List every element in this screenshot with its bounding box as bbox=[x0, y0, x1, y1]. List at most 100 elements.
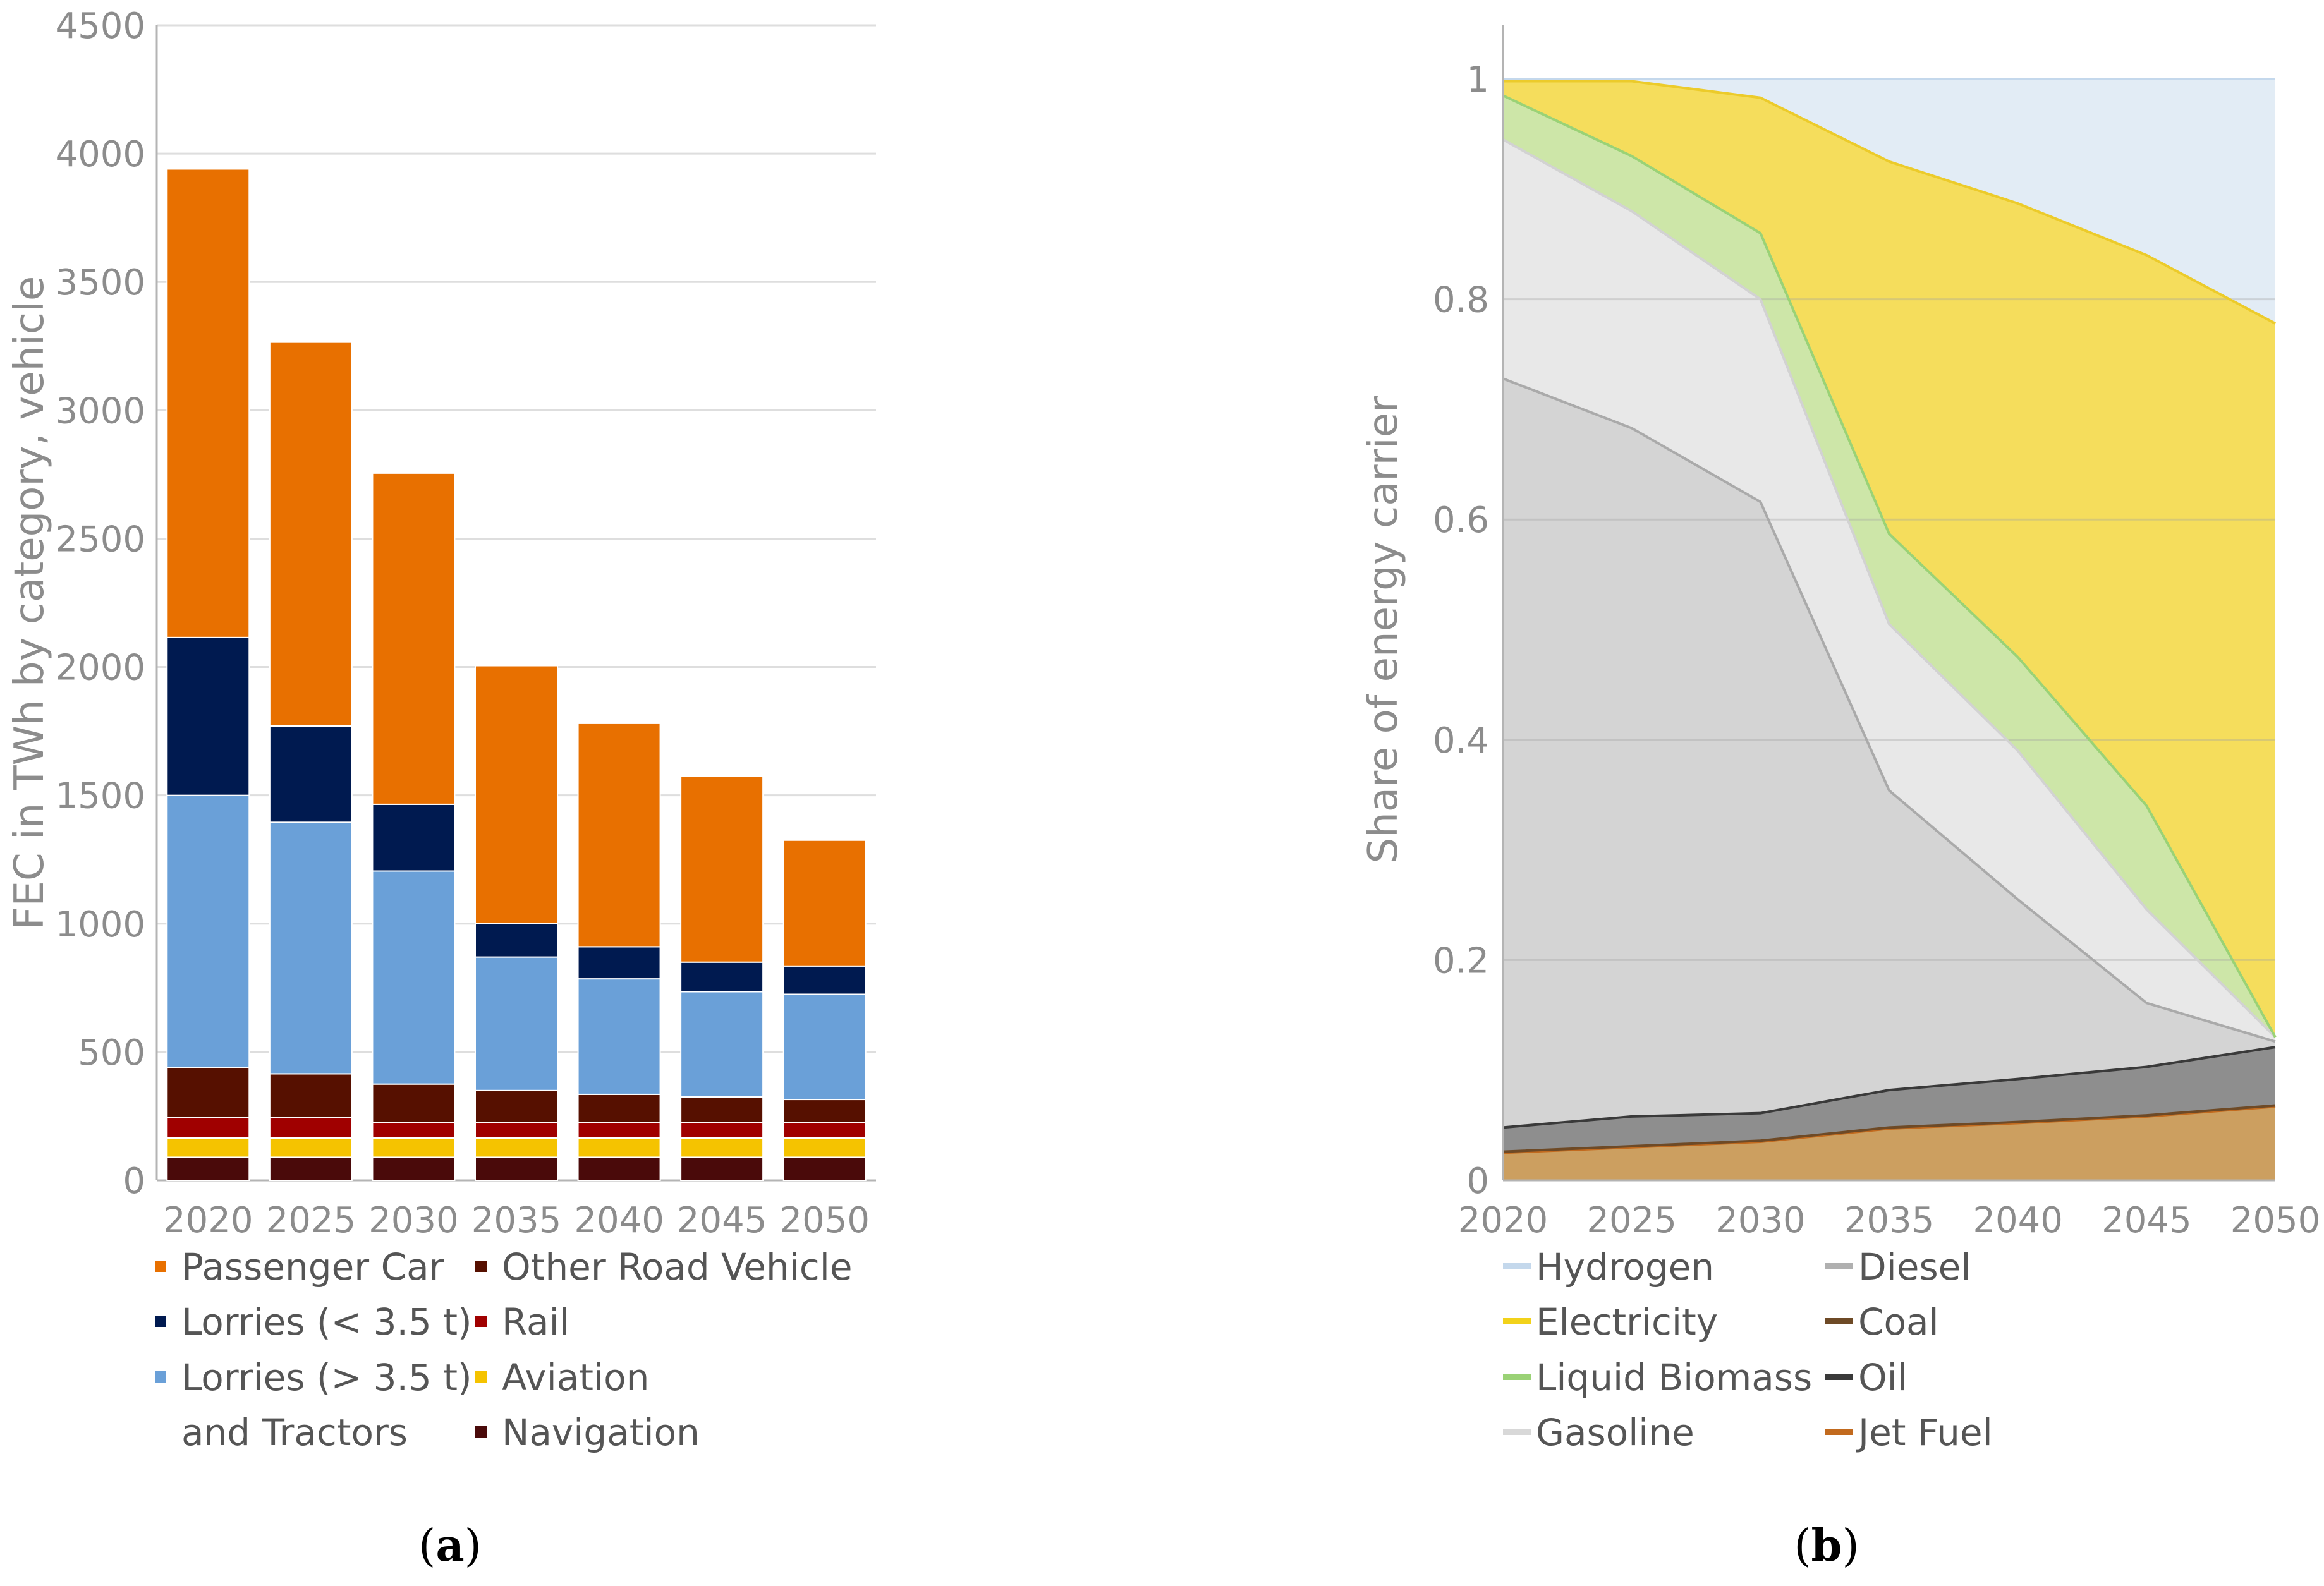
bar-segment bbox=[782, 1099, 867, 1123]
legend-label-a: and Tractors bbox=[181, 1411, 408, 1454]
bar-segment bbox=[372, 1083, 456, 1123]
bar-segment bbox=[372, 472, 456, 805]
area-series bbox=[1503, 139, 2275, 1042]
area-series bbox=[1503, 79, 2275, 324]
legend-swatch-b bbox=[1503, 1374, 1531, 1380]
area-series bbox=[1503, 378, 2275, 1128]
bar-segment bbox=[680, 1122, 764, 1139]
bar-segment bbox=[680, 961, 764, 993]
y-tick-label-b: 0.4 bbox=[1433, 720, 1489, 761]
legend-swatch-a bbox=[155, 1316, 166, 1327]
legend-swatch-b bbox=[1825, 1263, 1853, 1269]
y-tick-label-a: 1000 bbox=[55, 904, 145, 945]
area-series-line bbox=[1502, 1104, 2276, 1153]
x-tick-label-b: 2035 bbox=[1844, 1200, 1935, 1241]
legend-label-b: Gasoline bbox=[1536, 1411, 1694, 1454]
bar-segment bbox=[372, 1156, 456, 1181]
bar-segment bbox=[269, 341, 353, 727]
legend-label-a: Aviation bbox=[502, 1356, 649, 1399]
x-tick-label-b: 2045 bbox=[2102, 1200, 2192, 1241]
y-tick-label-a: 3500 bbox=[55, 262, 145, 303]
x-tick-label-a: 2030 bbox=[368, 1200, 459, 1241]
legend-label-a: Lorries (< 3.5 t) bbox=[181, 1300, 472, 1343]
y-tick-label-a: 500 bbox=[78, 1032, 145, 1074]
area-series-line bbox=[1503, 80, 2276, 325]
bar-segment bbox=[475, 1122, 558, 1139]
y-tick-label-b: 0 bbox=[1466, 1161, 1489, 1202]
x-tick-label-a: 2035 bbox=[471, 1200, 562, 1241]
legend-label-b: Jet Fuel bbox=[1856, 1411, 1993, 1454]
legend-swatch-a bbox=[475, 1371, 487, 1383]
bar-segment bbox=[166, 1156, 250, 1181]
chart-a-fec-by-vehicle: 0 500 1000 1500 2000 2500 3000 3500 4000 4500 2020… bbox=[6, 6, 876, 1454]
y-tick-label-b: 0.6 bbox=[1433, 500, 1489, 541]
x-tick-label-a: 2020 bbox=[163, 1200, 253, 1241]
bar-segment bbox=[577, 946, 661, 980]
bar-segment bbox=[680, 1156, 764, 1181]
y-tick-label-a: 1500 bbox=[55, 776, 145, 817]
y-tick-label-a: 4500 bbox=[55, 6, 145, 47]
area-series-line bbox=[1502, 377, 2276, 1043]
x-tick-label-b: 2020 bbox=[1458, 1200, 1548, 1241]
bar-segment bbox=[680, 1096, 764, 1123]
legend-label-a: Lorries (> 3.5 t) bbox=[181, 1356, 472, 1399]
bar-segment bbox=[475, 923, 558, 958]
legend-label-a: Navigation bbox=[502, 1411, 700, 1454]
bar-segment bbox=[577, 1137, 661, 1158]
bar-segment bbox=[372, 1122, 456, 1139]
bar-segment bbox=[269, 1073, 353, 1118]
legend-label-b: Coal bbox=[1858, 1300, 1939, 1343]
legend-swatch-b bbox=[1825, 1318, 1853, 1324]
legend-swatch-b bbox=[1825, 1429, 1853, 1435]
legend-label-b: Oil bbox=[1858, 1356, 1907, 1399]
bar-segment bbox=[680, 775, 764, 963]
bar-segment bbox=[782, 993, 867, 1101]
area-series bbox=[1503, 95, 2275, 1038]
bar-segment bbox=[166, 636, 250, 796]
legend-label-a: Other Road Vehicle bbox=[502, 1245, 853, 1288]
bar-segment bbox=[166, 1067, 250, 1118]
legend-label-b: Diesel bbox=[1858, 1245, 1971, 1288]
y-tick-label-a: 2000 bbox=[55, 648, 145, 689]
x-tick-label-a: 2040 bbox=[574, 1200, 664, 1241]
legend-swatch-a bbox=[155, 1371, 166, 1383]
x-tick-label-b: 2040 bbox=[1973, 1200, 2063, 1241]
y-tick-label-a: 3000 bbox=[55, 390, 145, 432]
x-tick-label-b: 2025 bbox=[1586, 1200, 1677, 1241]
y-axis-title-a: FEC in TWh by category, vehicle bbox=[6, 276, 53, 930]
bar-segment bbox=[475, 1137, 558, 1158]
chart-b-energy-carrier-share: 0 0.2 0.4 0.6 0.8 1 2020 2025 2030 2035 2040 2045 20… bbox=[1360, 25, 2320, 1454]
bar-segment bbox=[269, 821, 353, 1075]
bar-segment bbox=[577, 722, 661, 948]
legend-swatch-b bbox=[1503, 1318, 1531, 1324]
legend-swatch-a bbox=[475, 1426, 487, 1438]
y-tick-label-b: 1 bbox=[1466, 59, 1489, 100]
bar-segment bbox=[680, 1137, 764, 1158]
legend-label-a: Rail bbox=[502, 1300, 569, 1343]
bar-segment bbox=[475, 956, 558, 1091]
bar-segment bbox=[166, 794, 250, 1068]
legend-label-a: Passenger Car bbox=[181, 1245, 444, 1288]
y-tick-label-a: 2500 bbox=[55, 519, 145, 560]
y-tick-label-a: 4000 bbox=[55, 134, 145, 175]
y-axis-title-b: Share of energy carrier bbox=[1360, 396, 1407, 863]
legend-swatch-b bbox=[1503, 1263, 1531, 1269]
bar-segment bbox=[372, 1137, 456, 1158]
bar-segment bbox=[269, 725, 353, 823]
area-series-line bbox=[1502, 138, 2277, 1038]
bar-segment bbox=[475, 1156, 558, 1181]
legend-swatch-b bbox=[1503, 1429, 1531, 1435]
y-tick-label-b: 0.2 bbox=[1433, 940, 1489, 981]
bar-segment bbox=[166, 1137, 250, 1158]
bar-segment bbox=[372, 870, 456, 1085]
legend-label-b: Liquid Biomass bbox=[1536, 1356, 1812, 1399]
y-tick-label-b: 0.8 bbox=[1433, 280, 1489, 321]
bar-segment bbox=[269, 1156, 353, 1181]
bar-segment bbox=[782, 1156, 867, 1181]
bar-segment bbox=[782, 965, 867, 995]
area-series-line bbox=[1502, 1046, 2276, 1129]
bar-segment bbox=[269, 1117, 353, 1139]
legend-label-b: Hydrogen bbox=[1536, 1245, 1714, 1288]
bar-segment bbox=[782, 1137, 867, 1158]
area-series-line bbox=[1502, 94, 2277, 1038]
